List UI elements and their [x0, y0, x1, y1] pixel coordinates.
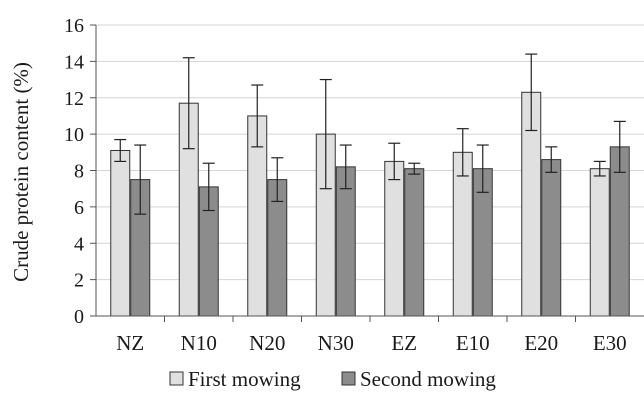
grid-lines: [96, 24, 644, 281]
bar-first-mowing: [384, 160, 405, 317]
y-tick-label: 0: [74, 306, 84, 328]
x-tick-label: N20: [249, 331, 285, 355]
y-tick-label: 12: [64, 88, 84, 110]
y-axis: 0 2 4 6 8 10 12 14 16: [64, 15, 97, 328]
bar-second-mowing: [404, 168, 425, 317]
x-tick-label: E10: [456, 331, 490, 355]
legend-label: First mowing: [188, 367, 301, 391]
x-tick-label: E20: [524, 331, 558, 355]
x-axis: NZ N10 N20 N30 EZ E10 E20 E30: [96, 315, 644, 355]
y-tick-label: 16: [64, 15, 84, 37]
bar-first-mowing: [110, 149, 131, 317]
y-tick-label: 4: [74, 233, 84, 255]
x-tick-label: EZ: [391, 331, 417, 355]
error-bars: [114, 53, 626, 215]
legend: First mowing Second mowing: [169, 367, 496, 391]
x-tick-label: E30: [593, 331, 627, 355]
bar-first-mowing: [452, 151, 473, 317]
legend-swatch: [341, 371, 356, 386]
y-tick-label: 2: [74, 270, 84, 292]
y-tick-label: 8: [74, 161, 84, 183]
y-axis-title: Crude protein content (%): [9, 62, 33, 282]
x-tick-label: N30: [318, 331, 354, 355]
y-tick-label: 10: [64, 124, 84, 146]
legend-label: Second mowing: [360, 367, 496, 391]
legend-swatch: [169, 371, 184, 386]
y-tick-label: 6: [74, 197, 84, 219]
x-tick-label: N10: [181, 331, 217, 355]
x-tick-label: NZ: [116, 331, 144, 355]
bar-first-mowing: [589, 168, 610, 317]
y-tick-label: 14: [64, 51, 84, 73]
bar-second-mowing: [541, 159, 562, 317]
